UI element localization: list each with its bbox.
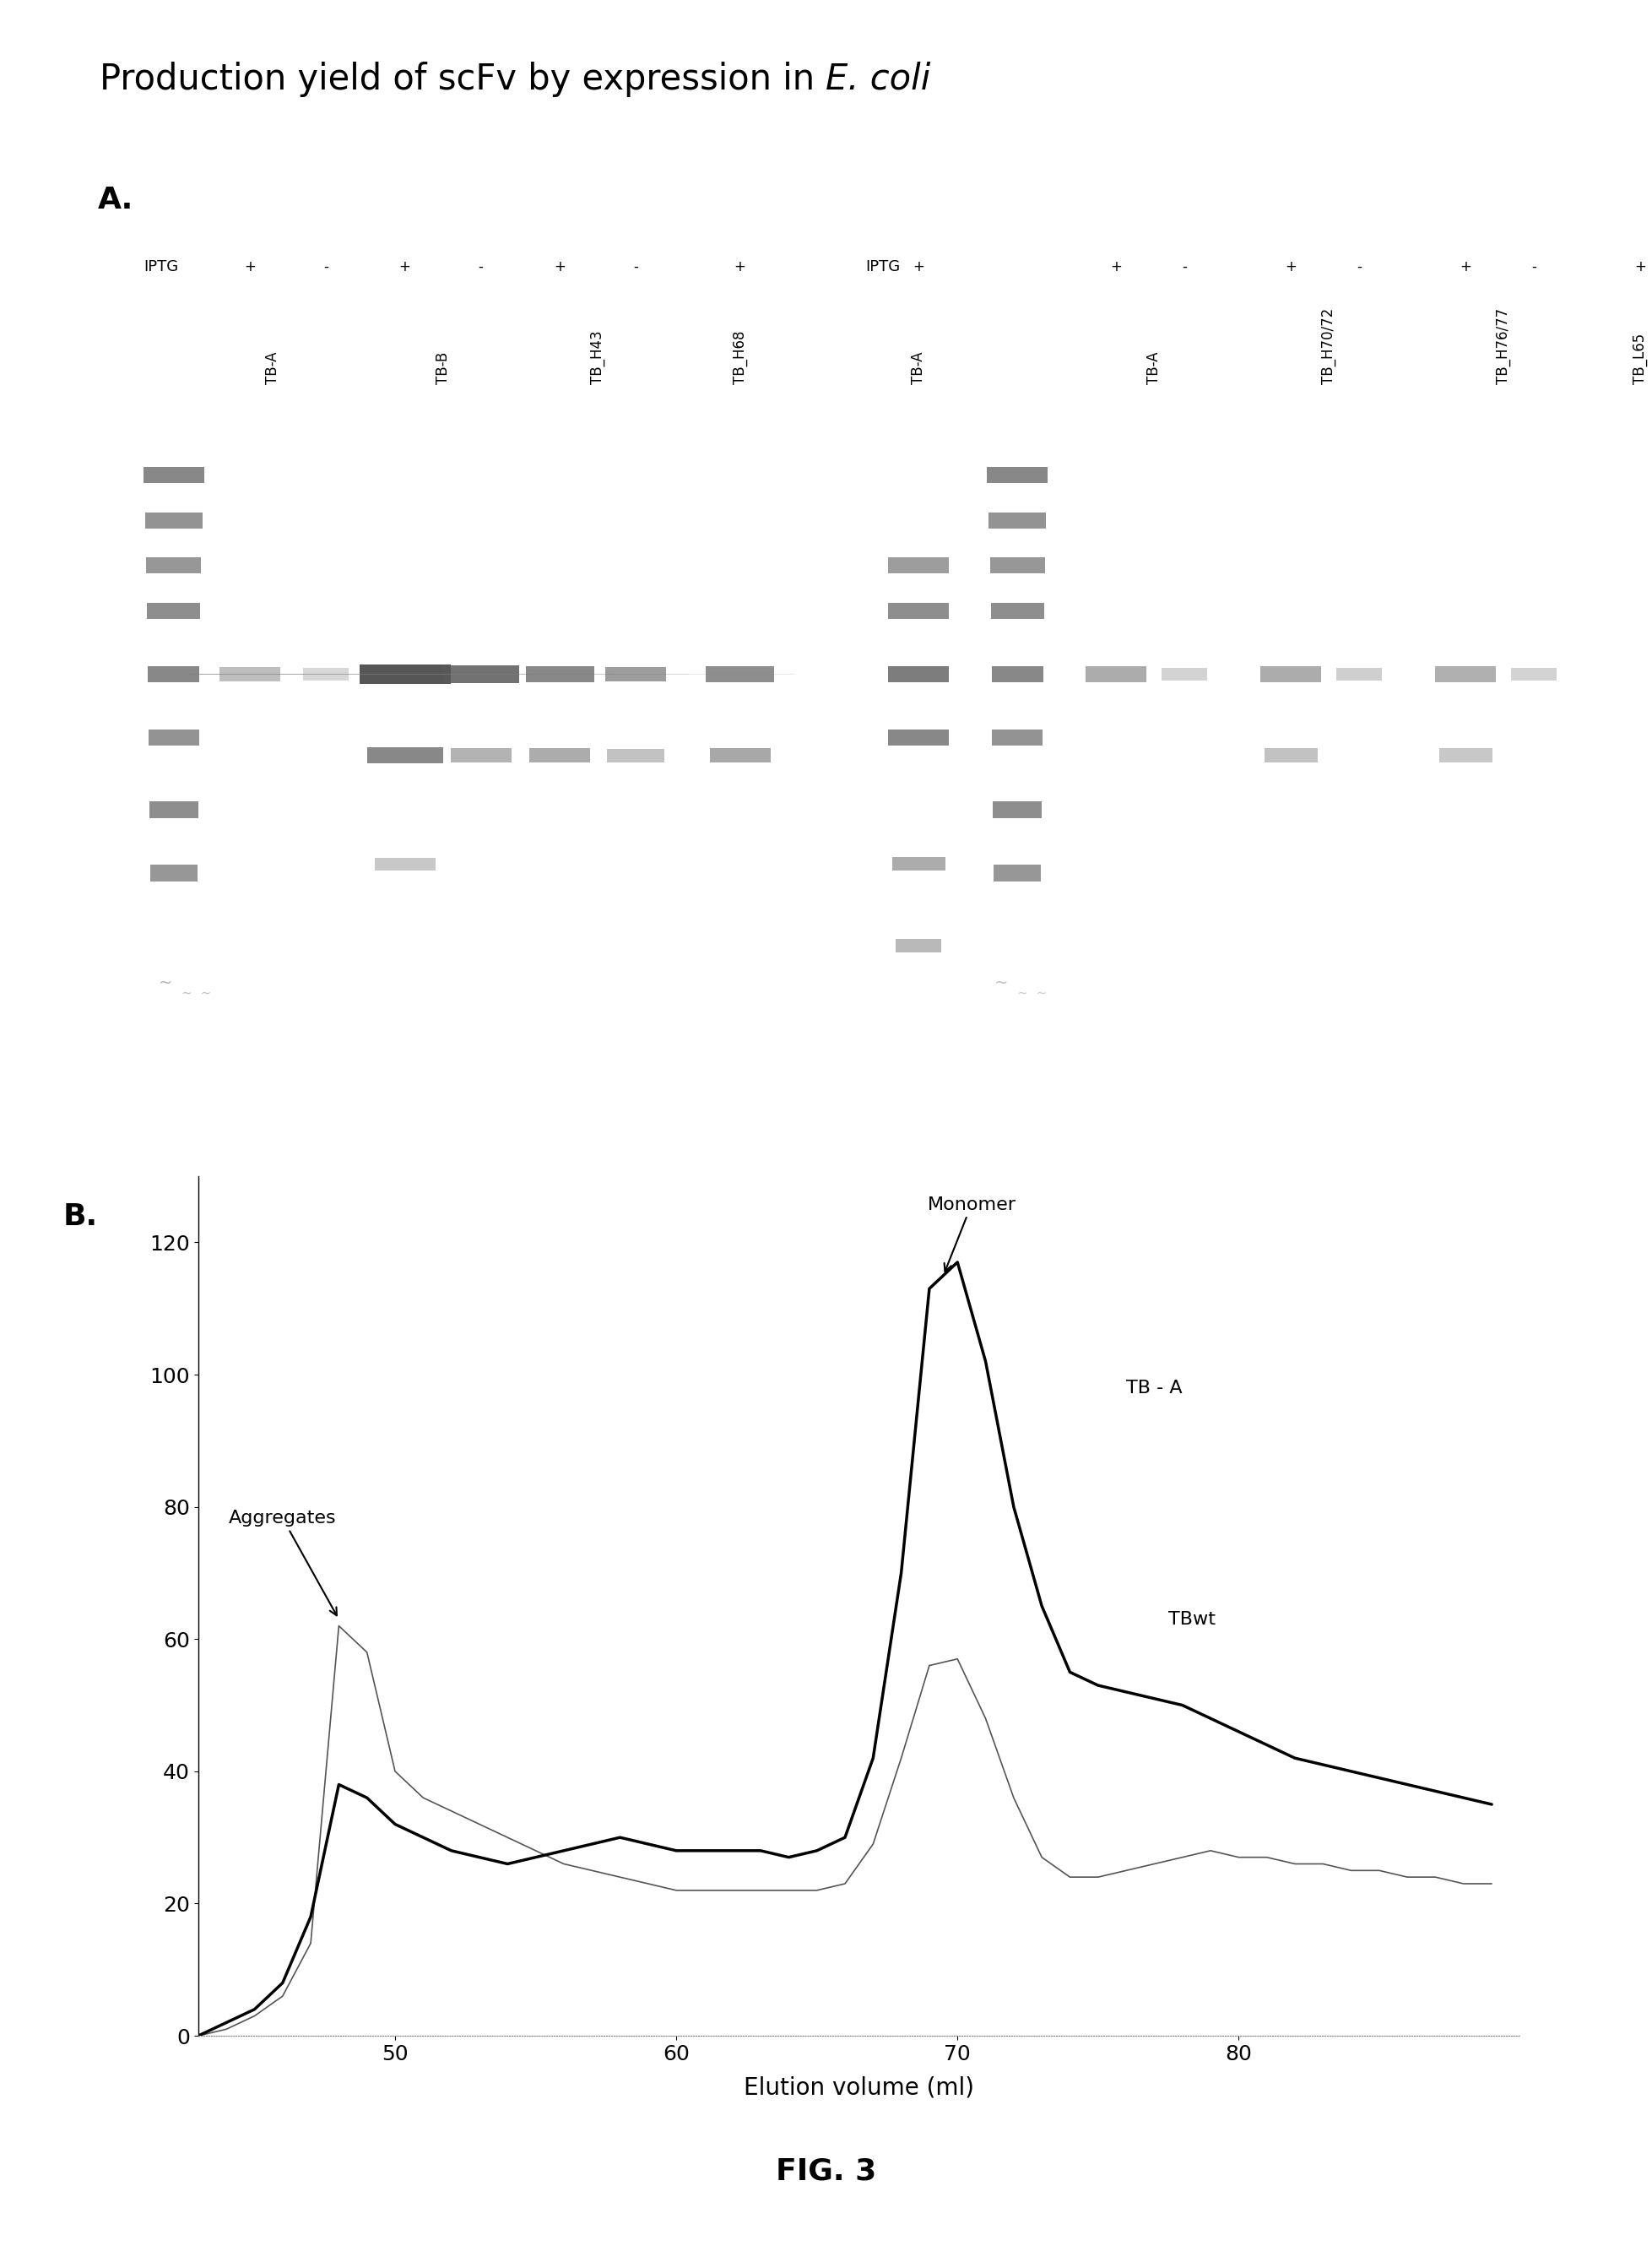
Text: IPTG: IPTG xyxy=(866,260,900,274)
Text: +: + xyxy=(398,260,411,274)
Bar xyxy=(220,667,281,681)
Bar xyxy=(995,864,1041,882)
X-axis label: Elution volume (ml): Elution volume (ml) xyxy=(743,2077,975,2099)
Bar xyxy=(1161,667,1208,681)
Text: -: - xyxy=(479,260,484,274)
Text: TB-A: TB-A xyxy=(1146,353,1161,385)
Bar xyxy=(986,466,1047,484)
Text: +: + xyxy=(553,260,565,274)
Bar xyxy=(991,665,1042,683)
Bar xyxy=(1512,667,1556,681)
Bar xyxy=(889,556,948,575)
Bar xyxy=(889,728,948,746)
Text: TB - A: TB - A xyxy=(1127,1380,1183,1396)
Text: Monomer: Monomer xyxy=(927,1197,1016,1271)
Bar xyxy=(1336,667,1383,681)
Bar xyxy=(1439,749,1492,762)
Text: -: - xyxy=(324,260,329,274)
Bar xyxy=(993,728,1042,746)
Bar xyxy=(991,602,1044,620)
Bar xyxy=(892,857,945,871)
Bar xyxy=(147,556,202,575)
Bar xyxy=(451,749,510,762)
Text: TB_L65: TB_L65 xyxy=(1632,335,1649,385)
Bar xyxy=(705,665,775,683)
Text: -: - xyxy=(1531,260,1536,274)
Text: TB-A: TB-A xyxy=(264,353,281,385)
Bar xyxy=(1260,665,1322,683)
Bar xyxy=(606,749,664,762)
Bar xyxy=(149,728,198,746)
Bar xyxy=(147,602,200,620)
Bar xyxy=(1436,665,1497,683)
Text: TBwt: TBwt xyxy=(1168,1611,1216,1629)
Text: +: + xyxy=(1110,260,1122,274)
Text: IPTG: IPTG xyxy=(144,260,178,274)
Bar xyxy=(710,749,770,762)
Text: +: + xyxy=(1285,260,1297,274)
Bar xyxy=(149,665,200,683)
Bar xyxy=(145,511,203,529)
Text: -: - xyxy=(633,260,638,274)
Bar xyxy=(529,749,590,762)
Text: +: + xyxy=(1460,260,1472,274)
Bar xyxy=(375,857,434,871)
Text: +: + xyxy=(733,260,745,274)
Text: ~: ~ xyxy=(995,975,1008,991)
Text: A.: A. xyxy=(97,185,134,215)
Text: ~  ~: ~ ~ xyxy=(1018,986,1047,1000)
Text: +: + xyxy=(912,260,925,274)
Bar xyxy=(1611,665,1652,683)
Text: -: - xyxy=(1356,260,1361,274)
Text: B.: B. xyxy=(63,1201,97,1231)
Bar xyxy=(1264,749,1318,762)
Text: ~: ~ xyxy=(159,975,172,991)
Bar xyxy=(605,667,666,681)
Text: TB_H68: TB_H68 xyxy=(732,330,747,385)
Text: TB_H76/77: TB_H76/77 xyxy=(1497,308,1512,385)
Text: -: - xyxy=(1181,260,1188,274)
Text: TB-B: TB-B xyxy=(434,353,451,385)
Text: TB-A: TB-A xyxy=(910,353,927,385)
Bar xyxy=(889,602,948,620)
Bar xyxy=(1614,749,1652,762)
Text: TB_H43: TB_H43 xyxy=(590,330,605,385)
Bar xyxy=(889,665,948,683)
Text: ~  ~: ~ ~ xyxy=(182,986,211,1000)
Text: FIG. 3: FIG. 3 xyxy=(776,2158,876,2185)
Text: +: + xyxy=(1634,260,1647,274)
Bar xyxy=(367,746,443,765)
Bar xyxy=(358,665,451,683)
Bar xyxy=(525,665,595,683)
Text: E. coli: E. coli xyxy=(826,61,932,97)
Bar xyxy=(895,939,942,952)
Text: Aggregates: Aggregates xyxy=(228,1509,337,1615)
Bar xyxy=(150,864,197,882)
Bar xyxy=(302,667,349,681)
Bar xyxy=(443,665,519,683)
Bar xyxy=(993,801,1042,819)
Bar xyxy=(988,511,1046,529)
Text: TB_H70/72: TB_H70/72 xyxy=(1322,308,1336,385)
Bar xyxy=(990,556,1044,575)
Text: +: + xyxy=(244,260,256,274)
Bar xyxy=(149,801,198,819)
Text: Production yield of scFv by expression in: Production yield of scFv by expression i… xyxy=(99,61,826,97)
Bar xyxy=(144,466,205,484)
Bar xyxy=(1085,665,1146,683)
